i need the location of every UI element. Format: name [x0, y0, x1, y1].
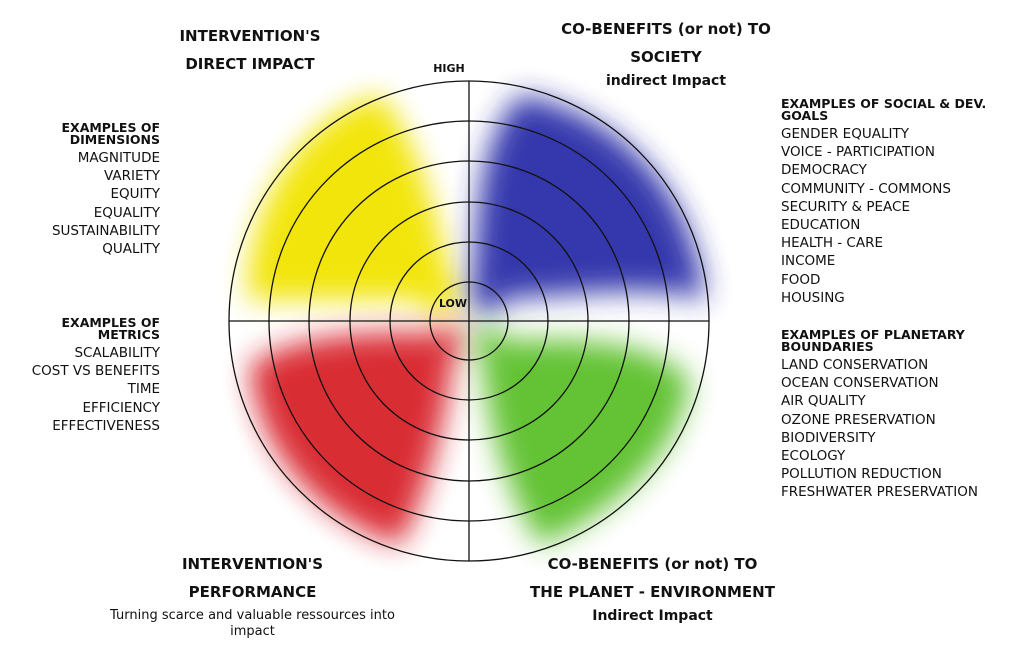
dimensions-list: EXAMPLES OF DIMENSIONS MAGNITUDE VARIETY… [0, 120, 160, 258]
heading-performance-subtitle-line1: Turning scarce and valuable ressources i… [110, 608, 395, 623]
list-item: POLLUTION REDUCTION [781, 466, 942, 483]
list-item: HEALTH - CARE [781, 235, 884, 252]
social-goals-title-line2: GOALS [781, 108, 829, 123]
list-item: TIME [127, 381, 160, 398]
list-item: EFFECTIVENESS [52, 417, 160, 434]
list-item: SUSTAINABILITY [51, 222, 160, 239]
heading-direct-impact-line2: DIRECT IMPACT [185, 55, 315, 73]
heading-society: CO-BENEFITS (or not) TO SOCIETY indirect… [556, 15, 776, 91]
list-item: OZONE PRESERVATION [781, 411, 936, 428]
list-item: GENDER EQUALITY [781, 126, 909, 142]
heading-direct-impact-line1: INTERVENTION'S [179, 27, 321, 45]
blue-glow [470, 95, 705, 314]
list-item: DEMOCRACY [781, 162, 867, 179]
planetary-list: EXAMPLES OF PLANETARY BOUNDARIES LAND CO… [781, 327, 1006, 502]
heading-society-subtitle: indirect Impact [605, 73, 727, 89]
heading-planet: CO-BENEFITS (or not) TO THE PLANET - ENV… [520, 550, 785, 626]
metrics-title-line1: EXAMPLES OF [61, 315, 160, 330]
list-item: FOOD [781, 271, 821, 288]
list-item: EQUALITY [93, 204, 160, 221]
heading-performance-line1: INTERVENTION'S [181, 555, 324, 573]
heading-society-line2: SOCIETY [630, 48, 702, 66]
list-item: LAND CONSERVATION [781, 357, 929, 373]
list-item: AIR QUALITY [781, 393, 866, 410]
list-item: SECURITY & PEACE [781, 198, 910, 215]
planetary-title-line2: BOUNDARIES [781, 339, 874, 354]
list-item: COMMUNITY - COMMONS [781, 180, 951, 197]
list-item: VARIETY [104, 168, 160, 185]
heading-planet-line1: CO-BENEFITS (or not) TO [547, 555, 758, 573]
axis-high-label: HIGH [433, 62, 465, 75]
list-item: COST VS BENEFITS [31, 363, 160, 380]
green-glow [473, 326, 690, 545]
target-rings [228, 80, 710, 562]
list-item: FRESHWATER PRESERVATION [781, 484, 978, 501]
list-item: VOICE - PARTICIPATION [781, 144, 935, 161]
heading-society-line1: CO-BENEFITS (or not) TO [561, 20, 771, 38]
social-goals-title-line1: EXAMPLES OF SOCIAL & DEV. [781, 96, 987, 111]
dimensions-title-line2: DIMENSIONS [69, 132, 160, 147]
list-item: BIODIVERSITY [781, 429, 876, 446]
list-item: HOUSING [781, 289, 845, 306]
list-item: ECOLOGY [781, 448, 846, 465]
list-item: EFFICIENCY [82, 399, 160, 416]
list-item: SCALABILITY [74, 345, 160, 361]
list-item: MAGNITUDE [77, 150, 160, 166]
heading-planet-line2: THE PLANET - ENVIRONMENT [530, 583, 775, 601]
list-item: OCEAN CONSERVATION [781, 375, 939, 392]
heading-direct-impact: INTERVENTION'S DIRECT IMPACT [170, 22, 330, 78]
axis-low-label: LOW [439, 297, 467, 310]
quadrant-glows [247, 95, 705, 545]
heading-performance-subtitle-line2: impact [230, 624, 275, 639]
heading-performance-line2: PERFORMANCE [188, 583, 317, 601]
list-item: EQUITY [110, 186, 160, 203]
list-item: EDUCATION [781, 217, 861, 234]
dimensions-title-line1: EXAMPLES OF [61, 120, 160, 135]
list-item: INCOME [781, 253, 836, 270]
list-item: QUALITY [102, 241, 160, 258]
metrics-title-line2: METRICS [97, 327, 160, 342]
yellow-glow [247, 95, 460, 315]
red-glow [250, 326, 464, 545]
heading-planet-subtitle: Indirect Impact [592, 608, 713, 624]
metrics-list: EXAMPLES OF METRICS SCALABILITY COST VS … [0, 315, 160, 435]
social-goals-list: EXAMPLES OF SOCIAL & DEV. GOALS GENDER E… [781, 96, 1006, 307]
heading-performance: INTERVENTION'S PERFORMANCE Turning scarc… [80, 550, 425, 640]
planetary-title-line1: EXAMPLES OF PLANETARY [781, 327, 965, 342]
